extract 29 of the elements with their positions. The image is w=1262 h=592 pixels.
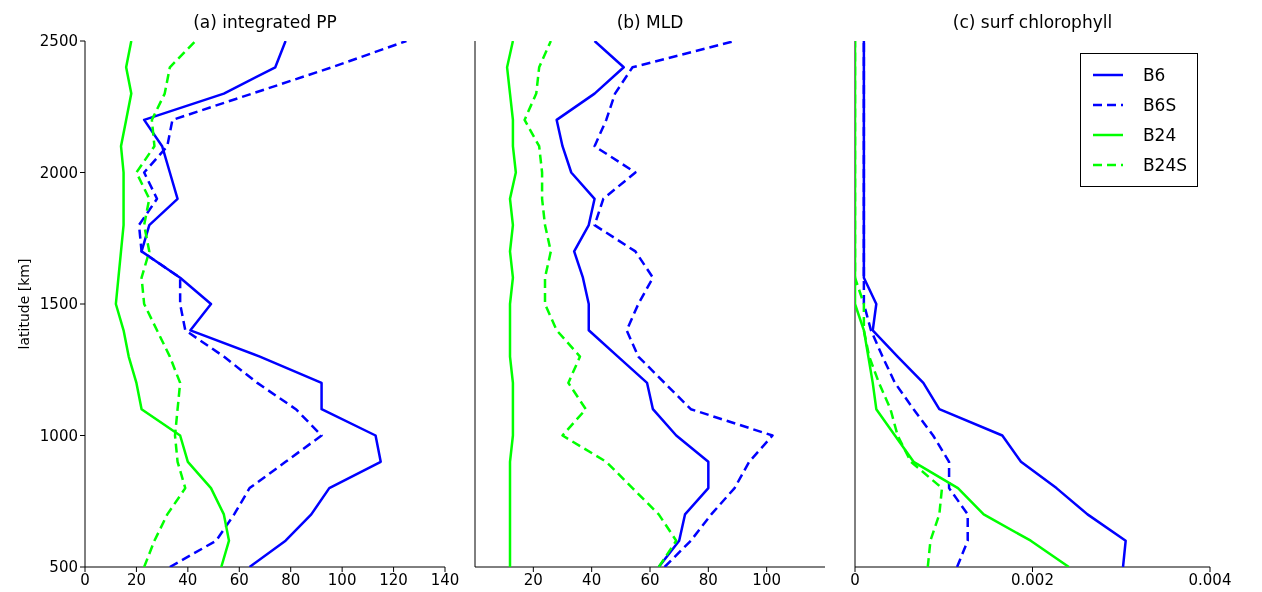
x-tick-label: 0 [80,570,90,589]
legend-label: B6 [1142,65,1166,85]
y-tick-label: 2500 [39,32,78,51]
x-tick-label: 100 [752,570,781,589]
x-tick-label: 120 [379,570,408,589]
legend-label: B24S [1142,155,1187,175]
x-tick-label: 60 [229,570,249,589]
x-tick-label: 140 [430,570,460,589]
x-tick-label: 20 [126,570,146,589]
x-tick-label: 20 [523,570,543,589]
y-axis-title: latitude [km] [15,258,32,350]
x-tick-label: 40 [582,570,602,589]
x-tick-label: 100 [327,570,357,589]
x-tick-label: 0.002 [1011,570,1054,589]
legend-label: B6S [1142,95,1177,115]
y-tick-label: 1500 [39,295,78,314]
y-tick-label: 2000 [39,163,78,182]
x-tick-label: 80 [698,570,718,589]
chart-title: (b) MLD [615,12,685,32]
y-tick-label: 1000 [39,426,78,445]
legend-label: B24 [1142,125,1177,145]
x-tick-label: 0.004 [1188,570,1232,589]
x-tick-label: 40 [178,570,198,589]
x-tick-label: 80 [281,570,301,589]
x-tick-label: 60 [640,570,660,589]
y-tick-label: 500 [49,558,78,577]
x-tick-label: 0 [850,570,860,589]
chart-title: (a) integrated PP [192,12,338,32]
chart-title: (c) surf chlorophyll [951,12,1114,32]
